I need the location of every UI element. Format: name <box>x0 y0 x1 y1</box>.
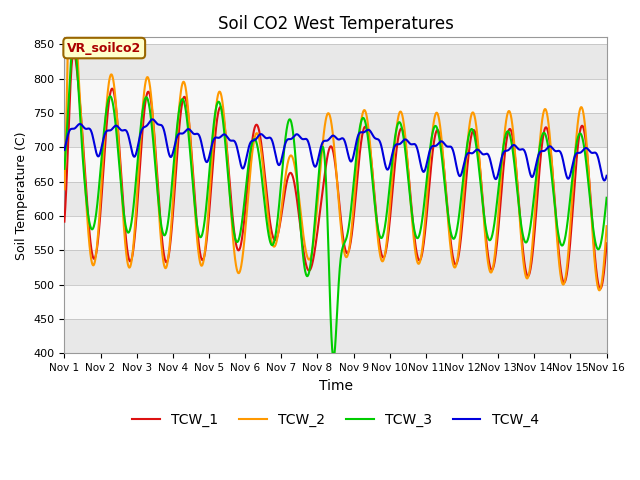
TCW_1 <box>596 286 604 291</box>
TCW_4 <box>122 128 130 133</box>
Bar <box>65 285 607 319</box>
TCW_4 <box>292 132 300 137</box>
Bar <box>65 147 607 181</box>
Line: TCW_2: TCW_2 <box>65 0 607 290</box>
TCW_3 <box>123 226 131 232</box>
TCW_2 <box>592 274 600 279</box>
TCW_4 <box>61 147 68 153</box>
TCW_2 <box>123 252 131 258</box>
TCW_2 <box>269 241 276 247</box>
Bar <box>65 250 607 285</box>
TCW_2 <box>155 204 163 210</box>
Legend: TCW_1, TCW_2, TCW_3, TCW_4: TCW_1, TCW_2, TCW_3, TCW_4 <box>127 408 544 433</box>
Bar <box>65 181 607 216</box>
TCW_3 <box>70 38 77 44</box>
Line: TCW_3: TCW_3 <box>65 41 607 358</box>
Bar <box>65 216 607 250</box>
Text: VR_soilco2: VR_soilco2 <box>67 42 141 55</box>
TCW_1 <box>603 240 611 246</box>
TCW_2 <box>61 186 68 192</box>
Line: TCW_4: TCW_4 <box>65 120 607 180</box>
TCW_3 <box>534 157 542 163</box>
Bar <box>65 113 607 147</box>
TCW_4 <box>592 150 600 156</box>
TCW_3 <box>61 166 68 172</box>
TCW_2 <box>292 171 300 177</box>
Bar <box>65 79 607 113</box>
TCW_4 <box>155 122 163 128</box>
TCW_1 <box>592 266 600 272</box>
TCW_1 <box>534 189 541 195</box>
TCW_3 <box>593 243 600 249</box>
TCW_3 <box>330 355 337 361</box>
TCW_1 <box>292 190 300 196</box>
TCW_1 <box>61 219 68 225</box>
TCW_1 <box>123 240 131 246</box>
TCW_3 <box>269 242 276 248</box>
TCW_4 <box>269 139 276 144</box>
Title: Soil CO2 West Temperatures: Soil CO2 West Temperatures <box>218 15 454 33</box>
Bar <box>65 44 607 79</box>
X-axis label: Time: Time <box>319 379 353 393</box>
TCW_1 <box>155 193 163 199</box>
TCW_4 <box>600 178 608 183</box>
Y-axis label: Soil Temperature (C): Soil Temperature (C) <box>15 131 28 260</box>
TCW_1 <box>70 49 77 55</box>
TCW_2 <box>534 168 541 173</box>
Bar <box>65 319 607 353</box>
TCW_3 <box>292 161 300 167</box>
Line: TCW_1: TCW_1 <box>65 52 607 288</box>
TCW_4 <box>148 117 156 122</box>
TCW_3 <box>155 200 163 206</box>
TCW_4 <box>534 155 541 160</box>
TCW_4 <box>603 173 611 179</box>
TCW_2 <box>596 288 604 293</box>
TCW_1 <box>269 232 276 238</box>
TCW_2 <box>603 223 611 229</box>
TCW_3 <box>603 195 611 201</box>
